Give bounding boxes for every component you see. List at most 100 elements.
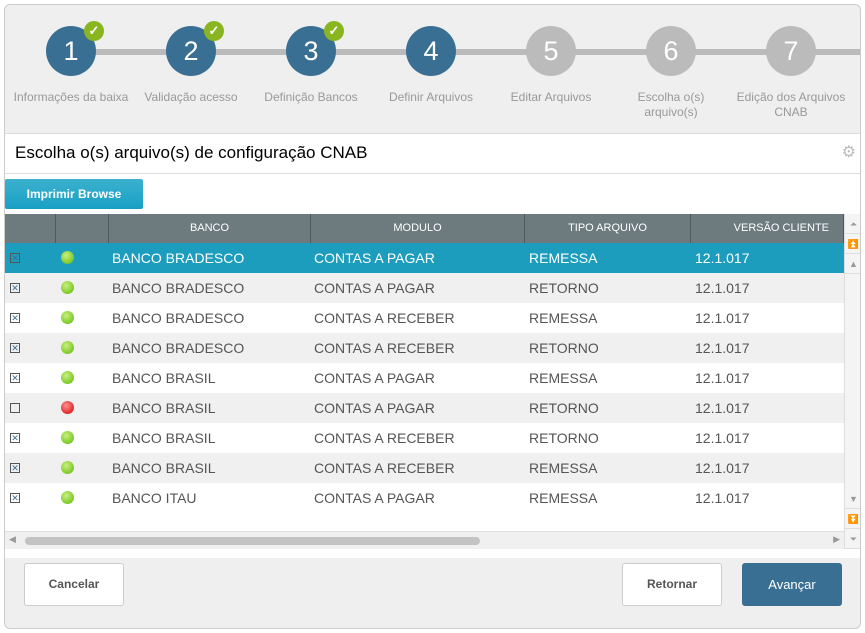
cell-modulo: CONTAS A RECEBER bbox=[314, 460, 455, 476]
vertical-scrollbar[interactable]: ⏶ ⏫ ▲ ▼ ⏬ ⏷ bbox=[844, 214, 860, 549]
cancel-button[interactable]: Cancelar bbox=[24, 563, 124, 606]
scroll-top-icon[interactable]: ⏶ bbox=[845, 214, 860, 234]
check-icon: ✓ bbox=[324, 21, 344, 41]
row-checkbox[interactable]: ✕ bbox=[10, 493, 20, 503]
cell-versao: 12.1.017 bbox=[695, 490, 750, 506]
cell-tipo: RETORNO bbox=[529, 340, 599, 356]
col-header-banco[interactable]: BANCO bbox=[109, 214, 311, 243]
cell-modulo: CONTAS A PAGAR bbox=[314, 280, 435, 296]
row-checkbox[interactable] bbox=[10, 403, 20, 413]
cell-tipo: REMESSA bbox=[529, 370, 598, 386]
step-7[interactable]: 7 Edição dos Arquivos CNAB bbox=[731, 26, 851, 120]
cell-tipo: REMESSA bbox=[529, 460, 598, 476]
scroll-down-icon[interactable]: ▼ bbox=[845, 489, 860, 509]
step-number: 7 bbox=[783, 36, 799, 66]
table-row[interactable]: ✕ BANCO BRADESCO CONTAS A PAGAR RETORNO 12.1… bbox=[5, 273, 844, 303]
step-number: 4 bbox=[423, 36, 439, 66]
scroll-bottom-icon[interactable]: ⏷ bbox=[845, 529, 860, 549]
table-row[interactable]: ✕ BANCO BRADESCO CONTAS A PAGAR REMESSA 12.1… bbox=[5, 243, 844, 273]
cell-versao: 12.1.017 bbox=[695, 280, 750, 296]
cell-tipo: RETORNO bbox=[529, 400, 599, 416]
cell-banco: BANCO BRASIL bbox=[112, 370, 216, 386]
data-grid: BANCO MODULO TIPO ARQUIVO VERSÃO CLIENTE… bbox=[5, 214, 844, 513]
panel-title: Escolha o(s) arquivo(s) de configuração … bbox=[5, 134, 860, 174]
table-row[interactable]: ✕ BANCO BRADESCO CONTAS A RECEBER RETORNO 12… bbox=[5, 333, 844, 363]
step-circle: 1 ✓ bbox=[46, 21, 104, 76]
table-row[interactable]: ✕ BANCO BRASIL CONTAS A RECEBER RETORNO 12.1… bbox=[5, 423, 844, 453]
col-header-check[interactable] bbox=[5, 214, 56, 243]
step-circle: 4 bbox=[406, 26, 456, 76]
cell-versao: 12.1.017 bbox=[695, 310, 750, 326]
col-header-modulo[interactable]: MODULO bbox=[311, 214, 525, 243]
cell-banco: BANCO BRADESCO bbox=[112, 310, 245, 326]
stepper-line bbox=[71, 49, 860, 55]
scroll-page-down-icon[interactable]: ⏬ bbox=[845, 509, 860, 529]
step-number: 1 bbox=[63, 36, 79, 66]
cell-tipo: RETORNO bbox=[529, 280, 599, 296]
print-browse-button[interactable]: Imprimir Browse bbox=[5, 179, 143, 209]
row-checkbox[interactable]: ✕ bbox=[10, 313, 20, 323]
row-checkbox[interactable]: ✕ bbox=[10, 463, 20, 473]
status-red-icon bbox=[61, 401, 74, 414]
cell-tipo: REMESSA bbox=[529, 250, 598, 266]
step-5[interactable]: 5 Editar Arquivos bbox=[491, 26, 611, 105]
cell-banco: BANCO BRADESCO bbox=[112, 340, 245, 356]
step-circle: 6 bbox=[646, 26, 696, 76]
step-label: Definição Bancos bbox=[264, 90, 358, 104]
row-checkbox[interactable]: ✕ bbox=[10, 253, 20, 263]
step-number: 6 bbox=[663, 36, 679, 66]
step-2[interactable]: 2 ✓ Validação acesso bbox=[131, 21, 251, 105]
row-checkbox[interactable]: ✕ bbox=[10, 343, 20, 353]
step-6[interactable]: 6 Escolha o(s) arquivo(s) bbox=[611, 26, 731, 120]
step-number: 5 bbox=[543, 36, 559, 66]
scroll-thumb[interactable] bbox=[25, 537, 480, 545]
table-header: BANCO MODULO TIPO ARQUIVO VERSÃO CLIENTE bbox=[5, 214, 844, 243]
row-checkbox[interactable]: ✕ bbox=[10, 283, 20, 293]
step-3[interactable]: 3 ✓ Definição Bancos bbox=[251, 21, 371, 105]
check-icon: ✓ bbox=[84, 21, 104, 41]
row-checkbox[interactable]: ✕ bbox=[10, 373, 20, 383]
cell-modulo: CONTAS A RECEBER bbox=[314, 430, 455, 446]
horizontal-scrollbar[interactable]: ◀ ▶ bbox=[5, 531, 844, 549]
check-icon: ✓ bbox=[204, 21, 224, 41]
gear-icon[interactable]: ⚙ bbox=[841, 144, 856, 161]
cell-versao: 12.1.017 bbox=[695, 340, 750, 356]
scroll-right-icon[interactable]: ▶ bbox=[833, 534, 840, 544]
status-green-icon bbox=[61, 431, 74, 444]
cell-modulo: CONTAS A PAGAR bbox=[314, 370, 435, 386]
cell-banco: BANCO BRASIL bbox=[112, 430, 216, 446]
step-circle: 7 bbox=[766, 26, 816, 76]
scroll-page-up-icon[interactable]: ⏫ bbox=[845, 234, 860, 254]
cell-modulo: CONTAS A RECEBER bbox=[314, 340, 455, 356]
table-row[interactable]: ✕ BANCO BRASIL CONTAS A PAGAR REMESSA 12.1.0… bbox=[5, 363, 844, 393]
panel-title-text: Escolha o(s) arquivo(s) de configuração … bbox=[15, 143, 368, 162]
scroll-up-icon[interactable]: ▲ bbox=[845, 254, 860, 274]
col-header-status[interactable] bbox=[56, 214, 109, 243]
step-label: Escolha o(s) arquivo(s) bbox=[637, 90, 705, 119]
cell-banco: BANCO BRASIL bbox=[112, 400, 216, 416]
step-circle: 5 bbox=[526, 26, 576, 76]
step-4[interactable]: 4 Definir Arquivos bbox=[371, 26, 491, 105]
col-header-versao[interactable]: VERSÃO CLIENTE bbox=[691, 214, 844, 243]
table-row[interactable]: ✕ BANCO BRASIL CONTAS A RECEBER REMESSA 12.1… bbox=[5, 453, 844, 483]
scroll-left-icon[interactable]: ◀ bbox=[9, 534, 16, 544]
col-header-tipo[interactable]: TIPO ARQUIVO bbox=[525, 214, 691, 243]
status-green-icon bbox=[61, 341, 74, 354]
step-label: Informações da baixa bbox=[13, 90, 129, 104]
row-checkbox[interactable]: ✕ bbox=[10, 433, 20, 443]
step-label: Validação acesso bbox=[144, 90, 238, 104]
cell-tipo: REMESSA bbox=[529, 310, 598, 326]
step-number: 3 bbox=[303, 36, 319, 66]
back-button[interactable]: Retornar bbox=[622, 563, 722, 606]
table-row[interactable]: ✕ BANCO ITAU CONTAS A PAGAR REMESSA 12.1.017 bbox=[5, 483, 844, 513]
cell-versao: 12.1.017 bbox=[695, 370, 750, 386]
cell-modulo: CONTAS A RECEBER bbox=[314, 310, 455, 326]
cell-modulo: CONTAS A PAGAR bbox=[314, 490, 435, 506]
table-row[interactable]: BANCO BRASIL CONTAS A PAGAR RETORNO 12.1.01… bbox=[5, 393, 844, 423]
table-row[interactable]: ✕ BANCO BRADESCO CONTAS A RECEBER REMESSA 12… bbox=[5, 303, 844, 333]
wizard-frame: 1 ✓ Informações da baixa 2 ✓ Validação acesso… bbox=[4, 4, 861, 629]
next-button[interactable]: Avançar bbox=[742, 563, 842, 606]
step-1[interactable]: 1 ✓ Informações da baixa bbox=[11, 21, 131, 105]
cell-modulo: CONTAS A PAGAR bbox=[314, 250, 435, 266]
cell-tipo: REMESSA bbox=[529, 490, 598, 506]
